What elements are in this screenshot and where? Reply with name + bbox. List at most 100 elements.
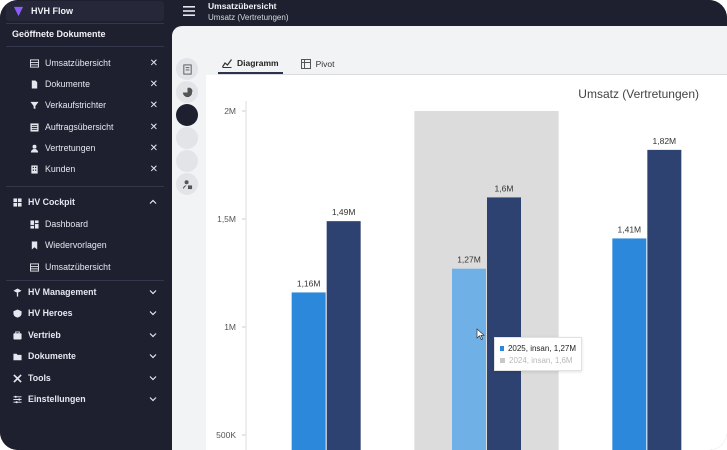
close-icon[interactable]: ✕ [149,99,158,111]
group-tools[interactable]: Tools [0,369,172,387]
table-icon [29,58,39,68]
group-label: Einstellungen [28,394,86,404]
logo-icon [13,6,24,16]
legend-swatch [500,345,504,351]
tools-icon [12,373,22,383]
user-icon [29,143,39,153]
open-doc-label: Kunden [45,164,76,174]
bar-2024 [326,221,361,450]
bar-2025 [612,238,647,450]
divider [6,186,164,187]
bar-2024 [647,149,682,450]
tool-button[interactable] [176,127,198,149]
report-icon [182,63,192,75]
open-doc-label: Umsatzübersicht [45,58,111,68]
bar-2025 [452,268,486,450]
open-doc-kunden[interactable]: Kunden ✕ [0,160,172,178]
open-docs-title: Geöffnete Dokumente [12,29,106,39]
group-hv-heroes[interactable]: HV Heroes [0,304,172,322]
folder-icon [12,351,22,361]
group-dokumente[interactable]: Dokumente [0,347,172,365]
group-label: HV Management [28,287,97,297]
bar-chart[interactable]: 2M 1,5M 1M 500K 1,16M 1,27M 1,41M 1,49M 1,6M 1,82… [206,75,727,450]
group-hv-cockpit[interactable]: HV Cockpit [0,193,172,211]
sidebar-item-label: Umsatzübersicht [45,262,111,272]
close-icon[interactable]: ✕ [149,163,158,175]
management-icon [12,287,22,297]
close-icon[interactable]: ✕ [149,142,158,154]
group-vertrieb[interactable]: Vertrieb [0,326,172,344]
chart-card: Umsatz (Vertretungen) 2M 1,5M 1M 500K 1,16M 1… [206,75,727,450]
divider [6,280,164,281]
hover-band [414,111,559,450]
open-doc-label: Auftragsübersicht [45,122,114,132]
open-doc-label: Dokumente [45,79,90,89]
sidebar: HVH Flow Geöffnete Dokumente Umsatzübers… [0,0,172,450]
data-label: 1,41M [618,224,642,234]
bookmark-icon [29,240,39,250]
list-icon [29,122,39,132]
chevron-down-icon [149,311,157,316]
y-tick-label: 2M [224,106,236,116]
page-subtitle: Umsatz (Vertretungen) [208,13,289,22]
mouse-cursor-icon [476,328,485,340]
sidebar-item-wiedervorlagen[interactable]: Wiedervorlagen [0,236,172,254]
open-doc-auftragsuebersicht[interactable]: Auftragsübersicht ✕ [0,118,172,136]
close-icon[interactable]: ✕ [149,57,158,69]
chevron-down-icon [149,333,157,338]
table-icon [29,262,39,272]
sales-icon [12,330,22,340]
open-doc-label: Verkaufstrichter [45,100,107,110]
close-icon[interactable]: ✕ [149,78,158,90]
dashboard-icon [29,219,39,229]
user-lock-tool-button[interactable] [176,173,198,195]
group-label: Vertrieb [28,330,61,340]
tab-pivot[interactable]: Pivot [297,54,339,74]
group-hv-management[interactable]: HV Management [0,283,172,301]
y-tick-label: 500K [216,430,236,440]
view-tabs: Diagramm Pivot [218,54,352,74]
file-icon [29,79,39,89]
tab-diagramm[interactable]: Diagramm [218,54,283,74]
divider [218,74,727,75]
tooltip-text: 2025, insan, 1,27M [507,343,576,353]
chevron-down-icon [149,354,157,359]
pie-chart-icon [182,86,193,97]
chevron-down-icon [149,290,157,295]
open-doc-vertretungen[interactable]: Vertretungen ✕ [0,139,172,157]
sidebar-item-label: Dashboard [45,219,89,229]
sidebar-item-umsatzuebersicht[interactable]: Umsatzübersicht [0,258,172,276]
divider [6,46,164,47]
report-tool-button[interactable] [176,58,198,80]
tooltip-row: 2024, insan, 1,6M [500,354,576,366]
open-doc-verkaufstrichter[interactable]: Verkaufstrichter ✕ [0,96,172,114]
close-icon[interactable]: ✕ [149,121,158,133]
chevron-up-icon [149,199,157,204]
group-label: HV Cockpit [28,197,75,207]
funnel-icon [29,100,39,110]
legend-swatch [500,357,505,363]
page-title: Umsatzübersicht [208,1,277,11]
main-content: Diagramm Pivot Umsatz (Vertretungen) 2M 1… [172,26,727,450]
settings-icon [12,394,22,404]
group-label: Dokumente [28,351,76,361]
open-doc-dokumente[interactable]: Dokumente ✕ [0,75,172,93]
tool-button[interactable] [176,150,198,172]
data-label: 1,82M [653,136,677,146]
data-label: 1,6M [495,183,514,193]
sidebar-item-label: Wiedervorlagen [45,240,107,250]
chart-tooltip: 2025, insan, 1,27M 2024, insan, 1,6M [494,337,582,371]
group-einstellungen[interactable]: Einstellungen [0,390,172,408]
pie-chart-tool-button[interactable] [176,81,198,103]
app-brand[interactable]: HVH Flow [6,1,164,21]
sidebar-item-dashboard[interactable]: Dashboard [0,215,172,233]
open-doc-label: Vertretungen [45,143,96,153]
pivot-icon [300,59,311,69]
open-doc-umsatzuebersicht[interactable]: Umsatzübersicht ✕ [0,54,172,72]
building-icon [29,164,39,174]
hamburger-icon[interactable] [183,6,195,16]
active-tool-button[interactable] [176,104,198,126]
header: Umsatzübersicht Umsatz (Vertretungen) [172,0,727,26]
bar-2024 [487,197,521,450]
